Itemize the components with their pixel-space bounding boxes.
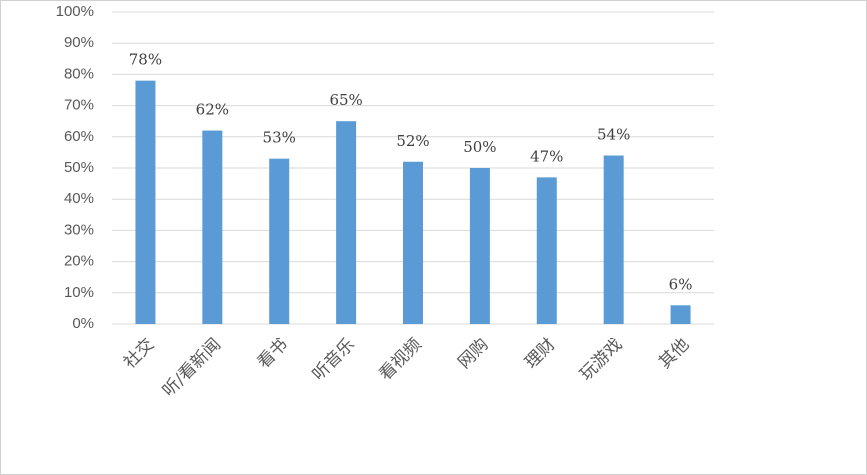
value-label: 65% bbox=[329, 91, 362, 109]
bar bbox=[536, 177, 557, 324]
bar bbox=[336, 121, 357, 324]
bar bbox=[403, 161, 423, 324]
value-label: 50% bbox=[463, 138, 496, 156]
bar bbox=[135, 80, 156, 324]
bar bbox=[202, 130, 223, 324]
value-label: 78% bbox=[129, 51, 162, 69]
y-tick-label: 40% bbox=[64, 190, 94, 207]
value-label: 62% bbox=[196, 101, 229, 119]
bar bbox=[603, 155, 624, 324]
value-label: 54% bbox=[597, 126, 630, 144]
y-tick-label: 70% bbox=[64, 97, 94, 114]
y-tick-label: 60% bbox=[64, 128, 94, 145]
bar bbox=[469, 168, 490, 324]
value-label: 47% bbox=[530, 147, 563, 165]
bar bbox=[269, 158, 290, 324]
y-tick-label: 90% bbox=[64, 34, 94, 51]
value-label: 53% bbox=[263, 129, 296, 147]
value-label: 52% bbox=[396, 132, 429, 150]
bar bbox=[670, 305, 691, 324]
y-tick-label: 30% bbox=[64, 221, 94, 238]
y-tick-label: 10% bbox=[64, 284, 94, 301]
y-tick-label: 0% bbox=[72, 315, 94, 332]
y-tick-label: 20% bbox=[64, 253, 94, 270]
y-tick-label: 100% bbox=[56, 3, 94, 20]
y-tick-label: 50% bbox=[64, 159, 94, 176]
y-tick-label: 80% bbox=[64, 65, 94, 82]
value-label: 6% bbox=[669, 275, 693, 293]
